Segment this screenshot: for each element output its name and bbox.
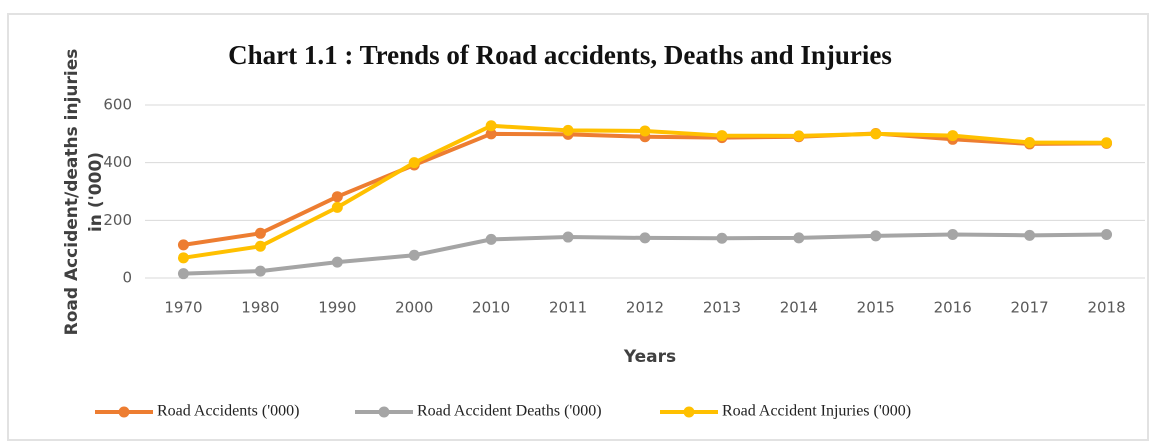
y-axis-label: in ('000) (86, 152, 106, 232)
data-point (177, 252, 189, 264)
data-point (1024, 229, 1036, 241)
data-point (331, 201, 343, 213)
x-tick-label: 2011 (549, 299, 587, 317)
y-axis-label: Road Accident/deaths injuries (62, 49, 82, 336)
data-point (485, 120, 497, 132)
legend-swatch (378, 406, 390, 418)
x-tick-label: 2017 (1011, 299, 1049, 317)
x-tick-label: 2018 (1087, 299, 1125, 317)
data-point (1101, 228, 1113, 240)
data-point (639, 125, 651, 137)
data-point (562, 124, 574, 136)
x-tick-label: 2000 (395, 299, 433, 317)
data-point (408, 249, 420, 261)
data-point (1101, 137, 1113, 149)
x-tick-label: 1970 (164, 299, 202, 317)
y-tick-label: 200 (103, 211, 132, 229)
data-point (947, 130, 959, 142)
data-point (716, 232, 728, 244)
x-tick-label: 2014 (780, 299, 818, 317)
x-axis-label: Years (623, 347, 676, 367)
legend-label: Road Accident Injuries ('000) (722, 403, 911, 420)
chart-frame (7, 13, 1149, 441)
data-point (485, 233, 497, 245)
data-point (947, 228, 959, 240)
data-point (639, 232, 651, 244)
y-tick-label: 400 (103, 153, 132, 171)
legend-swatch (683, 406, 695, 418)
y-tick-label: 600 (103, 96, 132, 114)
data-point (1024, 136, 1036, 148)
data-point (177, 268, 189, 280)
data-point (254, 227, 266, 239)
data-point (331, 256, 343, 268)
legend-label: Road Accidents ('000) (157, 403, 299, 420)
data-point (870, 128, 882, 140)
y-tick-label: 0 (122, 269, 132, 287)
legend-label: Road Accident Deaths ('000) (417, 403, 602, 420)
x-tick-label: 1980 (241, 299, 279, 317)
data-point (793, 232, 805, 244)
data-point (408, 157, 420, 169)
data-point (254, 265, 266, 277)
x-tick-label: 2010 (472, 299, 510, 317)
x-tick-label: 2013 (703, 299, 741, 317)
x-tick-label: 2015 (857, 299, 895, 317)
data-point (485, 128, 497, 140)
data-point (177, 239, 189, 251)
data-point (793, 130, 805, 142)
chart-title: Chart 1.1 : Trends of Road accidents, De… (228, 40, 892, 70)
data-point (254, 240, 266, 252)
x-tick-label: 2016 (934, 299, 972, 317)
x-tick-label: 2012 (626, 299, 664, 317)
x-tick-label: 1990 (318, 299, 356, 317)
data-point (716, 130, 728, 142)
legend-swatch (118, 406, 130, 418)
data-point (331, 191, 343, 203)
data-point (562, 231, 574, 243)
data-point (870, 230, 882, 242)
